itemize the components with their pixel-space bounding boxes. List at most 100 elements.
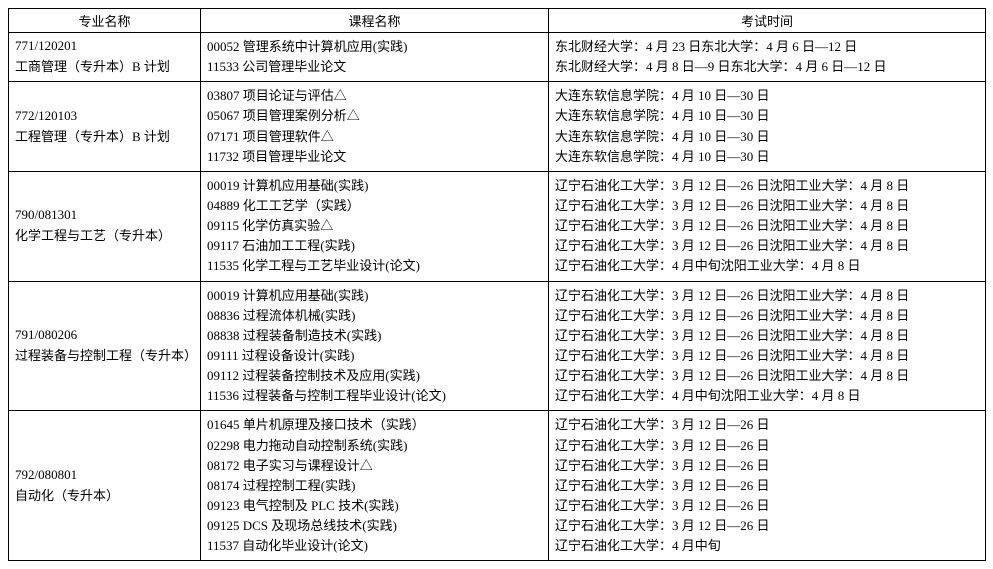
course-name: 电气控制及 PLC 技术(实践) — [240, 498, 399, 513]
time-line: 辽宁石油化工大学：3 月 12 日—26 日沈阳工业大学：4 月 8 日 — [555, 346, 979, 366]
course-name: 项目管理软件△ — [240, 129, 334, 144]
course-code: 09117 — [207, 238, 239, 253]
course-line: 08838 过程装备制造技术(实践) — [207, 326, 542, 346]
courses-cell: 00052 管理系统中计算机应用(实践)11533 公司管理毕业论文 — [201, 33, 549, 82]
course-name: 自动化毕业设计(论文) — [239, 538, 368, 553]
course-line: 09123 电气控制及 PLC 技术(实践) — [207, 496, 542, 516]
major-cell: 790/081301化学工程与工艺（专升本） — [9, 171, 201, 281]
course-code: 11732 — [207, 149, 239, 164]
course-code: 05067 — [207, 108, 240, 123]
major-name: 化学工程与工艺（专升本） — [15, 226, 194, 247]
course-name: 项目管理案例分析△ — [240, 108, 360, 123]
times-cell: 辽宁石油化工大学：3 月 12 日—26 日沈阳工业大学：4 月 8 日辽宁石油… — [549, 171, 986, 281]
course-code: 09111 — [207, 348, 239, 363]
times-cell: 辽宁石油化工大学：3 月 12 日—26 日沈阳工业大学：4 月 8 日辽宁石油… — [549, 281, 986, 411]
course-line: 09125 DCS 及现场总线技术(实践) — [207, 516, 542, 536]
course-code: 00052 — [207, 39, 240, 54]
table-body: 771/120201工商管理（专升本）B 计划00052 管理系统中计算机应用(… — [9, 33, 986, 561]
course-name: 计算机应用基础(实践) — [240, 178, 369, 193]
courses-cell: 01645 单片机原理及接口技术（实践）02298 电力拖动自动控制系统(实践)… — [201, 411, 549, 561]
course-name: 单片机原理及接口技术（实践） — [240, 417, 425, 432]
time-line: 辽宁石油化工大学：3 月 12 日—26 日沈阳工业大学：4 月 8 日 — [555, 196, 979, 216]
course-name: 项目管理毕业论文 — [239, 149, 346, 164]
table-row: 790/081301化学工程与工艺（专升本） 00019 计算机应用基础(实践) 0… — [9, 171, 986, 281]
times-cell: 大连东软信息学院：4 月 10 日—30 日大连东软信息学院：4 月 10 日—… — [549, 82, 986, 172]
time-line: 辽宁石油化工大学：3 月 12 日—26 日 — [555, 516, 979, 536]
exam-schedule-table: 专业名称 课程名称 考试时间 771/120201工商管理（专升本）B 计划00… — [8, 8, 986, 561]
course-name: 过程装备控制技术及应用(实践) — [239, 368, 420, 383]
course-code: 08174 — [207, 478, 240, 493]
major-name: 过程装备与控制工程（专升本） — [15, 346, 194, 367]
course-code: 09115 — [207, 218, 239, 233]
course-name: 化工工艺学（实践） — [240, 198, 360, 213]
header-course: 课程名称 — [201, 9, 549, 33]
time-line: 辽宁石油化工大学：3 月 12 日—26 日 — [555, 415, 979, 435]
course-code: 04889 — [207, 198, 240, 213]
course-line: 00019 计算机应用基础(实践) — [207, 286, 542, 306]
table-row: 792/080801自动化（专升本）01645 单片机原理及接口技术（实践）02… — [9, 411, 986, 561]
time-line: 辽宁石油化工大学：3 月 12 日—26 日沈阳工业大学：4 月 8 日 — [555, 326, 979, 346]
course-line: 11537 自动化毕业设计(论文) — [207, 536, 542, 556]
course-code: 07171 — [207, 129, 240, 144]
major-code: 772/120103 — [15, 106, 194, 127]
course-line: 00019 计算机应用基础(实践) — [207, 176, 542, 196]
time-line: 辽宁石油化工大学：3 月 12 日—26 日 — [555, 496, 979, 516]
course-code: 09125 — [207, 518, 240, 533]
course-line: 11535 化学工程与工艺毕业设计(论文) — [207, 256, 542, 276]
course-code: 08836 — [207, 308, 240, 323]
major-cell: 772/120103工程管理（专升本）B 计划 — [9, 82, 201, 172]
courses-cell: 00019 计算机应用基础(实践)08836 过程流体机械(实践)08838 过… — [201, 281, 549, 411]
course-line: 09111 过程设备设计(实践) — [207, 346, 542, 366]
course-code: 11533 — [207, 59, 239, 74]
course-name: 电子实习与课程设计△ — [240, 458, 373, 473]
major-cell: 771/120201工商管理（专升本）B 计划 — [9, 33, 201, 82]
course-line: 01645 单片机原理及接口技术（实践） — [207, 415, 542, 435]
time-line: 大连东软信息学院：4 月 10 日—30 日 — [555, 86, 979, 106]
time-line: 辽宁石油化工大学：4 月中旬 — [555, 536, 979, 556]
course-code: 08838 — [207, 328, 240, 343]
course-code: 09123 — [207, 498, 240, 513]
course-line: 05067 项目管理案例分析△ — [207, 106, 542, 126]
course-name: 石油加工工程(实践) — [239, 238, 355, 253]
time-line: 辽宁石油化工大学：4 月中旬沈阳工业大学：4 月 8 日 — [555, 256, 979, 276]
course-name: 项目论证与评估△ — [240, 88, 347, 103]
time-line: 东北财经大学：4 月 8 日—9 日东北大学：4 月 6 日—12 日 — [555, 57, 979, 77]
time-line: 大连东软信息学院：4 月 10 日—30 日 — [555, 106, 979, 126]
course-name: 电力拖动自动控制系统(实践) — [240, 438, 408, 453]
course-code: 03807 — [207, 88, 240, 103]
times-cell: 东北财经大学：4 月 23 日东北大学：4 月 6 日—12 日东北财经大学：4… — [549, 33, 986, 82]
table-row: 791/080206过程装备与控制工程（专升本） 00019 计算机应用基础(实践… — [9, 281, 986, 411]
courses-cell: 03807 项目论证与评估△05067 项目管理案例分析△07171 项目管理软… — [201, 82, 549, 172]
course-name: 化学工程与工艺毕业设计(论文) — [239, 258, 420, 273]
course-line: 07171 项目管理软件△ — [207, 127, 542, 147]
course-code: 02298 — [207, 438, 240, 453]
course-line: 08172 电子实习与课程设计△ — [207, 456, 542, 476]
time-line: 辽宁石油化工大学：3 月 12 日—26 日 — [555, 476, 979, 496]
course-line: 08836 过程流体机械(实践) — [207, 306, 542, 326]
major-name: 自动化（专升本） — [15, 486, 194, 507]
course-line: 03807 项目论证与评估△ — [207, 86, 542, 106]
time-line: 大连东软信息学院：4 月 10 日—30 日 — [555, 127, 979, 147]
major-code: 790/081301 — [15, 205, 194, 226]
time-line: 辽宁石油化工大学：4 月中旬沈阳工业大学：4 月 8 日 — [555, 386, 979, 406]
course-name: 计算机应用基础(实践) — [240, 288, 369, 303]
major-name: 工商管理（专升本）B 计划 — [15, 57, 194, 78]
major-code: 792/080801 — [15, 465, 194, 486]
course-name: 过程装备制造技术(实践) — [240, 328, 382, 343]
time-line: 辽宁石油化工大学：3 月 12 日—26 日沈阳工业大学：4 月 8 日 — [555, 286, 979, 306]
course-name: 管理系统中计算机应用(实践) — [240, 39, 408, 54]
course-code: 11537 — [207, 538, 239, 553]
course-code: 01645 — [207, 417, 240, 432]
course-code: 08172 — [207, 458, 240, 473]
major-cell: 791/080206过程装备与控制工程（专升本） — [9, 281, 201, 411]
course-line: 02298 电力拖动自动控制系统(实践) — [207, 436, 542, 456]
course-name: 过程控制工程(实践) — [240, 478, 356, 493]
course-code: 09112 — [207, 368, 239, 383]
major-name: 工程管理（专升本）B 计划 — [15, 127, 194, 148]
course-line: 09112 过程装备控制技术及应用(实践) — [207, 366, 542, 386]
times-cell: 辽宁石油化工大学：3 月 12 日—26 日辽宁石油化工大学：3 月 12 日—… — [549, 411, 986, 561]
time-line: 辽宁石油化工大学：3 月 12 日—26 日沈阳工业大学：4 月 8 日 — [555, 176, 979, 196]
major-code: 771/120201 — [15, 36, 194, 57]
course-name: DCS 及现场总线技术(实践) — [240, 518, 397, 533]
major-cell: 792/080801自动化（专升本） — [9, 411, 201, 561]
